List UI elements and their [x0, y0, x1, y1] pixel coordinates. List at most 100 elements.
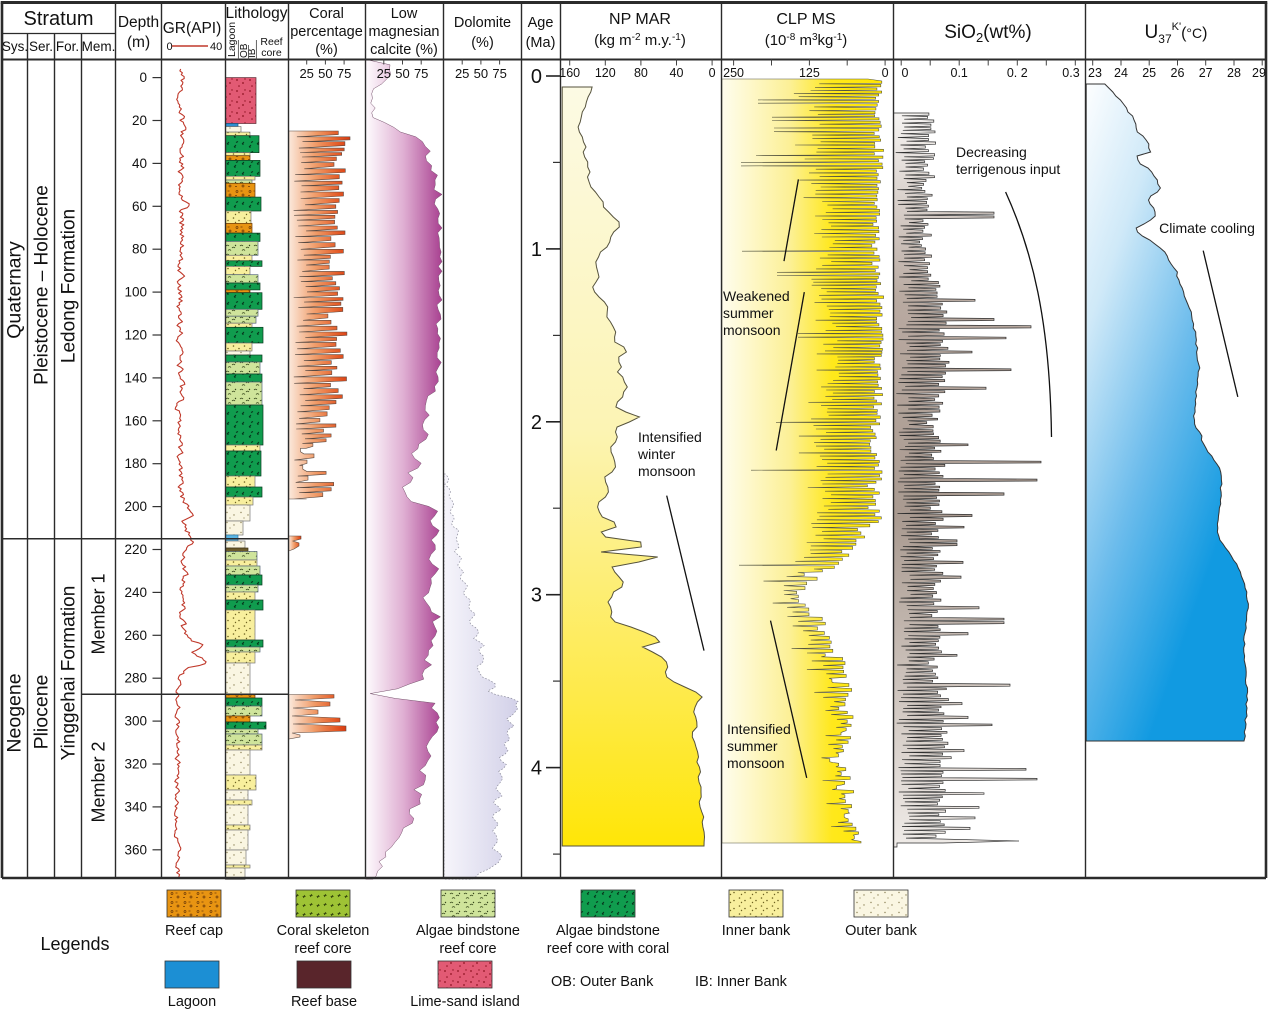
svg-text:80: 80	[634, 66, 648, 80]
svg-text:Legends: Legends	[40, 934, 109, 954]
svg-text:3: 3	[531, 585, 542, 607]
svg-text:CLP MS: CLP MS	[776, 11, 835, 28]
svg-text:340: 340	[124, 799, 147, 814]
svg-text:28: 28	[1227, 66, 1241, 80]
svg-text:75: 75	[414, 66, 428, 81]
svg-text:50: 50	[318, 66, 332, 81]
svg-text:For.: For.	[56, 39, 79, 54]
svg-text:140: 140	[124, 370, 147, 385]
svg-text:220: 220	[124, 542, 147, 557]
svg-text:Inner bank: Inner bank	[722, 923, 791, 939]
svg-text:100: 100	[124, 285, 147, 300]
svg-text:IB: IB	[247, 48, 258, 58]
svg-text:monsoon: monsoon	[638, 463, 696, 479]
svg-text:Dolomite: Dolomite	[454, 15, 511, 31]
svg-text:(Ma): (Ma)	[526, 35, 556, 51]
svg-text:0: 0	[167, 41, 173, 53]
svg-text:0: 0	[139, 70, 147, 85]
svg-text:23: 23	[1088, 66, 1102, 80]
svg-text:Mem.: Mem.	[82, 39, 116, 54]
svg-text:Low: Low	[391, 6, 418, 22]
svg-text:Decreasing: Decreasing	[956, 144, 1027, 160]
svg-text:percentage: percentage	[290, 24, 363, 40]
svg-text:terrigenous input: terrigenous input	[956, 161, 1060, 177]
svg-text:summer: summer	[723, 305, 774, 321]
svg-text:Coral skeleton: Coral skeleton	[277, 923, 370, 939]
svg-text:260: 260	[124, 628, 147, 643]
svg-text:25: 25	[455, 66, 469, 81]
svg-text:Yinggehai Formation: Yinggehai Formation	[59, 586, 80, 761]
svg-text:26: 26	[1171, 66, 1185, 80]
svg-text:(10-8 m3kg-1): (10-8 m3kg-1)	[765, 32, 848, 49]
svg-text:Member 1: Member 1	[89, 573, 109, 654]
svg-text:50: 50	[395, 66, 409, 81]
svg-text:360: 360	[124, 842, 147, 857]
svg-text:reef core: reef core	[439, 941, 496, 957]
svg-text:winter: winter	[637, 446, 676, 462]
svg-text:240: 240	[124, 585, 147, 600]
svg-text:Algae bindstone: Algae bindstone	[556, 923, 660, 939]
svg-text:160: 160	[559, 66, 580, 80]
svg-text:IB: Inner Bank: IB: Inner Bank	[695, 974, 788, 990]
svg-text:2: 2	[531, 412, 542, 434]
svg-text:320: 320	[124, 757, 147, 772]
svg-text:Algae bindstone: Algae bindstone	[416, 923, 520, 939]
svg-text:Lithology: Lithology	[225, 5, 287, 22]
svg-text:Coral: Coral	[309, 6, 344, 22]
svg-text:120: 120	[595, 66, 616, 80]
svg-text:0: 0	[902, 66, 909, 80]
svg-text:Ledong Formation: Ledong Formation	[59, 209, 80, 363]
svg-text:280: 280	[124, 671, 147, 686]
svg-text:Reef base: Reef base	[291, 994, 357, 1010]
svg-text:OB: OB	[239, 43, 250, 58]
svg-text:27: 27	[1199, 66, 1213, 80]
svg-text:Pliocene: Pliocene	[31, 675, 53, 750]
svg-text:(%): (%)	[315, 42, 338, 58]
svg-text:calcite (%): calcite (%)	[370, 42, 438, 58]
svg-text:(%): (%)	[471, 35, 494, 51]
svg-text:25: 25	[377, 66, 391, 81]
svg-text:Intensified: Intensified	[727, 721, 791, 737]
svg-text:magnesian: magnesian	[369, 24, 440, 40]
svg-text:60: 60	[132, 199, 147, 214]
svg-text:summer: summer	[727, 738, 778, 754]
svg-text:40: 40	[670, 66, 684, 80]
svg-text:0.3: 0.3	[1062, 66, 1079, 80]
svg-text:(kg m-2 m.y.-1): (kg m-2 m.y.-1)	[594, 32, 686, 49]
svg-text:OB: Outer Bank: OB: Outer Bank	[551, 974, 654, 990]
svg-text:SiO2(wt%): SiO2(wt%)	[944, 22, 1031, 45]
svg-text:0: 0	[882, 66, 889, 80]
svg-text:Weakened: Weakened	[723, 288, 790, 304]
svg-text:0.1: 0.1	[951, 66, 968, 80]
svg-text:Reef cap: Reef cap	[165, 923, 223, 939]
svg-text:monsoon: monsoon	[727, 755, 785, 771]
svg-text:250: 250	[723, 66, 744, 80]
svg-text:GR(API): GR(API)	[163, 20, 222, 37]
svg-text:Neogene: Neogene	[4, 673, 26, 752]
svg-text:0: 0	[709, 66, 716, 80]
svg-text:120: 120	[124, 328, 147, 343]
svg-text:Lagoon: Lagoon	[226, 22, 238, 57]
svg-text:Depth: Depth	[118, 14, 159, 31]
svg-text:80: 80	[132, 242, 147, 257]
svg-text:Quaternary: Quaternary	[4, 241, 26, 339]
svg-text:75: 75	[337, 66, 351, 81]
svg-text:25: 25	[1142, 66, 1156, 80]
svg-text:29: 29	[1252, 66, 1266, 80]
svg-text:(m): (m)	[127, 34, 150, 51]
svg-text:300: 300	[124, 714, 147, 729]
svg-text:4: 4	[531, 758, 542, 780]
svg-text:Lagoon: Lagoon	[168, 994, 216, 1010]
svg-text:Pleistocene – Holocene: Pleistocene – Holocene	[32, 185, 53, 385]
svg-text:core: core	[261, 47, 282, 59]
svg-text:monsoon: monsoon	[723, 322, 781, 338]
svg-text:75: 75	[492, 66, 506, 81]
svg-text:Intensified: Intensified	[638, 429, 702, 445]
svg-text:NP MAR: NP MAR	[609, 11, 671, 28]
svg-text:1: 1	[531, 239, 542, 261]
svg-text:reef core with coral: reef core with coral	[547, 941, 670, 957]
svg-text:160: 160	[124, 413, 147, 428]
svg-text:24: 24	[1114, 66, 1128, 80]
svg-text:Stratum: Stratum	[23, 8, 93, 30]
svg-text:125: 125	[799, 66, 820, 80]
